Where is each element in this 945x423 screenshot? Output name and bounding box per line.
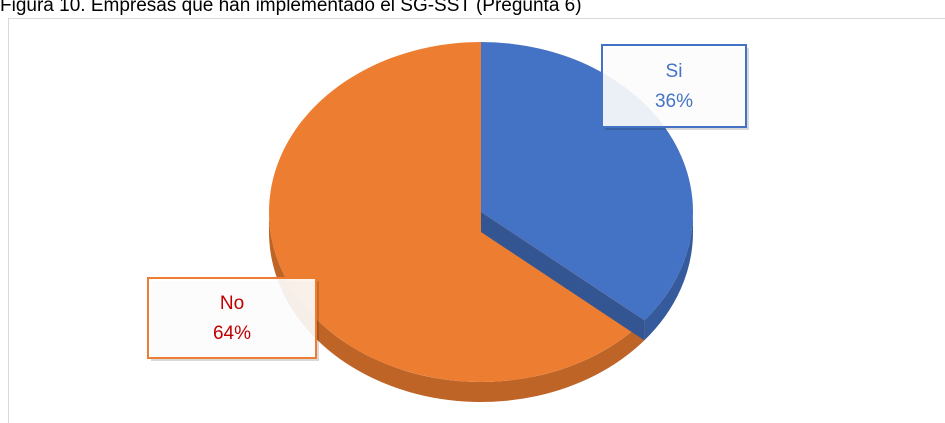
slice-face [481, 212, 645, 341]
label-value: 64% [213, 323, 251, 344]
label-category: Si [666, 61, 683, 82]
label-value: 36% [655, 91, 693, 112]
slice-side [644, 212, 693, 341]
label-box [147, 277, 317, 359]
label-category: No [220, 293, 244, 314]
chart-title: Figura 10. Empresas que han implementado… [0, 0, 582, 16]
slice [269, 42, 645, 382]
slice-side [269, 212, 645, 403]
label-box [601, 44, 747, 128]
